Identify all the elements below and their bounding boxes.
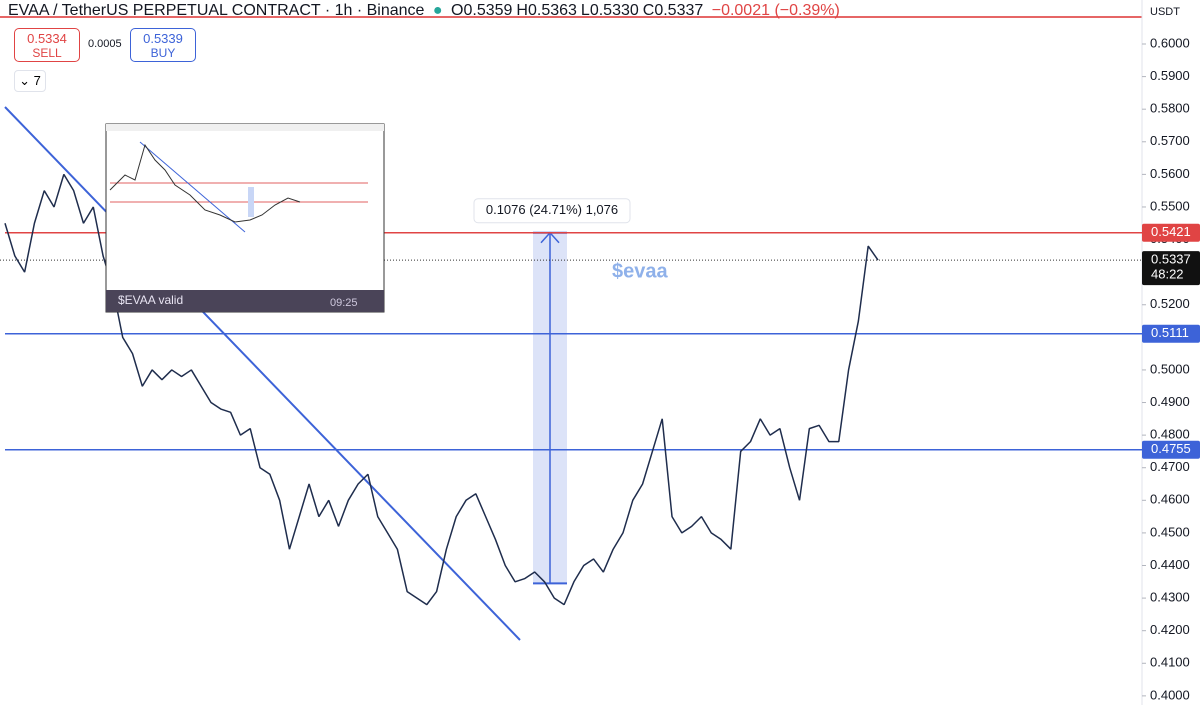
header: EVAA / TetherUS PERPETUAL CONTRACT · 1h …: [8, 2, 844, 20]
inset-header: [106, 124, 384, 131]
y-tick-label: 0.4900: [1150, 394, 1190, 409]
currency-label[interactable]: USDT: [1150, 6, 1180, 18]
ohlc-low: L0.5330: [580, 2, 639, 19]
inset-caption: $EVAA valid: [118, 293, 183, 307]
sell-label: SELL: [32, 46, 62, 60]
sell-button[interactable]: 0.5334 SELL: [14, 28, 80, 62]
buy-button[interactable]: 0.5339 BUY: [130, 28, 196, 62]
inset-frame: [105, 123, 385, 313]
y-tick-label: 0.5600: [1150, 166, 1190, 181]
buy-price: 0.5339: [143, 31, 183, 46]
y-tick-label: 0.5200: [1150, 296, 1190, 311]
price-series: [4, 173, 879, 606]
spread: 0.0005: [88, 38, 122, 50]
ohlc-open: O0.5359: [451, 2, 513, 19]
y-tick-label: 0.5500: [1150, 198, 1190, 213]
buy-label: BUY: [150, 46, 176, 60]
indicator-count: 7: [33, 73, 41, 88]
price-label: 0.5111: [1151, 325, 1189, 340]
y-tick-label: 0.4200: [1150, 622, 1190, 637]
trend-line: [4, 106, 521, 641]
status-dot: ●: [432, 2, 443, 19]
price-label-box: [1142, 223, 1200, 242]
y-tick-label: 0.5900: [1150, 68, 1190, 83]
measure-label: 0.1076 (24.71%) 1,076: [486, 202, 618, 217]
symbol: EVAA / TetherUS PERPETUAL CONTRACT · 1h …: [8, 2, 425, 19]
last-price-label: 0.5337: [1151, 252, 1191, 267]
measure-label-box: [473, 198, 631, 224]
ohlc-close: C0.5337: [642, 2, 704, 19]
price-label-box: [1142, 440, 1200, 459]
y-tick-label: 0.4600: [1150, 492, 1190, 507]
y-tick-label: 0.4300: [1150, 590, 1190, 605]
inset-line: [139, 141, 246, 233]
price-label-box: [1142, 324, 1200, 343]
y-tick-label: 0.5700: [1150, 133, 1190, 148]
countdown: 48:22: [1151, 267, 1184, 282]
price-label: 0.5421: [1151, 224, 1191, 239]
ohlc-high: H0.5363: [516, 2, 577, 19]
annotation: $evaa: [612, 260, 668, 282]
y-tick-label: 0.5000: [1150, 361, 1190, 376]
inset-price: [109, 143, 301, 223]
inset-image: $EVAA valid 09:25: [105, 123, 385, 313]
inset-time: 09:25: [330, 297, 358, 309]
y-tick-label: 0.4000: [1150, 687, 1190, 702]
price-label: 0.4755: [1151, 441, 1191, 456]
y-tick-label: 0.4100: [1150, 655, 1190, 670]
change: −0.0021 (−0.39%): [711, 2, 840, 19]
y-tick-label: 0.4500: [1150, 524, 1190, 539]
inset-measure: [248, 187, 254, 217]
inset-caption-bar: [106, 290, 384, 312]
y-tick-label: 0.4800: [1150, 427, 1190, 442]
indicator-toggle[interactable]: ⌄ 7: [14, 70, 46, 92]
last-price-box: [1142, 251, 1200, 286]
y-tick-label: 0.6000: [1150, 35, 1190, 50]
sell-price: 0.5334: [27, 31, 67, 46]
y-tick-label: 0.4400: [1150, 557, 1190, 572]
y-tick-label: 0.5800: [1150, 101, 1190, 116]
y-tick-label: 0.4700: [1150, 459, 1190, 474]
